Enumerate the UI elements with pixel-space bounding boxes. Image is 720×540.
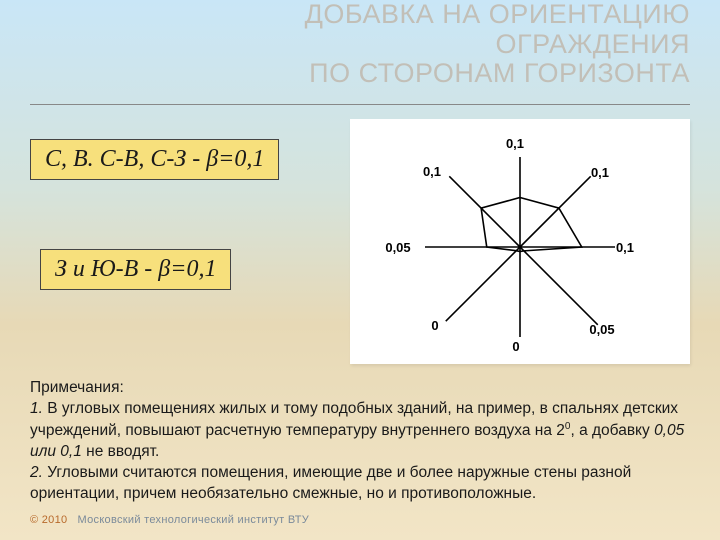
formula-1-text: С, В. С-В, С-З - β=0,1 <box>45 146 264 172</box>
formula-2-text: З и Ю-В - β=0,1 <box>55 256 216 282</box>
svg-text:0,1: 0,1 <box>591 165 609 180</box>
formula-box-2: З и Ю-В - β=0,1 <box>40 249 231 290</box>
title-line-2: ОГРАЖДЕНИЯ <box>496 29 690 59</box>
svg-text:0,1: 0,1 <box>616 240 634 255</box>
note-2-num: 2. <box>30 464 43 481</box>
note-1-num: 1. <box>30 400 43 417</box>
svg-text:0,05: 0,05 <box>385 240 410 255</box>
compass-diagram: 0,1 0,1 0,1 0,05 0 0 0,05 0,1 <box>350 119 690 364</box>
title-line-3: ПО СТОРОНАМ ГОРИЗОНТА <box>309 58 690 88</box>
slide: ДОБАВКА НА ОРИЕНТАЦИЮ ОГРАЖДЕНИЯ ПО СТОР… <box>0 0 720 540</box>
note-1-c: не вводят. <box>82 443 160 460</box>
notes-header: Примечания: <box>30 379 124 396</box>
footer-copyright: © 2010 <box>30 514 67 526</box>
slide-title: ДОБАВКА НА ОРИЕНТАЦИЮ ОГРАЖДЕНИЯ ПО СТОР… <box>30 0 690 89</box>
title-line-1: ДОБАВКА НА ОРИЕНТАЦИЮ <box>305 0 690 29</box>
note-2-body: Угловыми считаются помещения, имеющие дв… <box>30 464 631 502</box>
note-1-b: , а добавку <box>570 422 654 439</box>
notes-block: Примечания: 1. В угловых помещениях жилы… <box>30 378 690 505</box>
diagram-svg: 0,1 0,1 0,1 0,05 0 0 0,05 0,1 <box>350 119 690 364</box>
footer-org: Московский технологический институт ВТУ <box>78 514 310 526</box>
divider-line <box>30 104 690 105</box>
svg-text:0: 0 <box>512 339 519 354</box>
footer: © 2010 Московский технологический инстит… <box>30 514 309 526</box>
svg-text:0,1: 0,1 <box>423 164 441 179</box>
formula-box-1: С, В. С-В, С-З - β=0,1 <box>30 139 279 180</box>
svg-text:0: 0 <box>431 318 438 333</box>
svg-text:0,1: 0,1 <box>506 136 524 151</box>
svg-text:0,05: 0,05 <box>589 322 614 337</box>
